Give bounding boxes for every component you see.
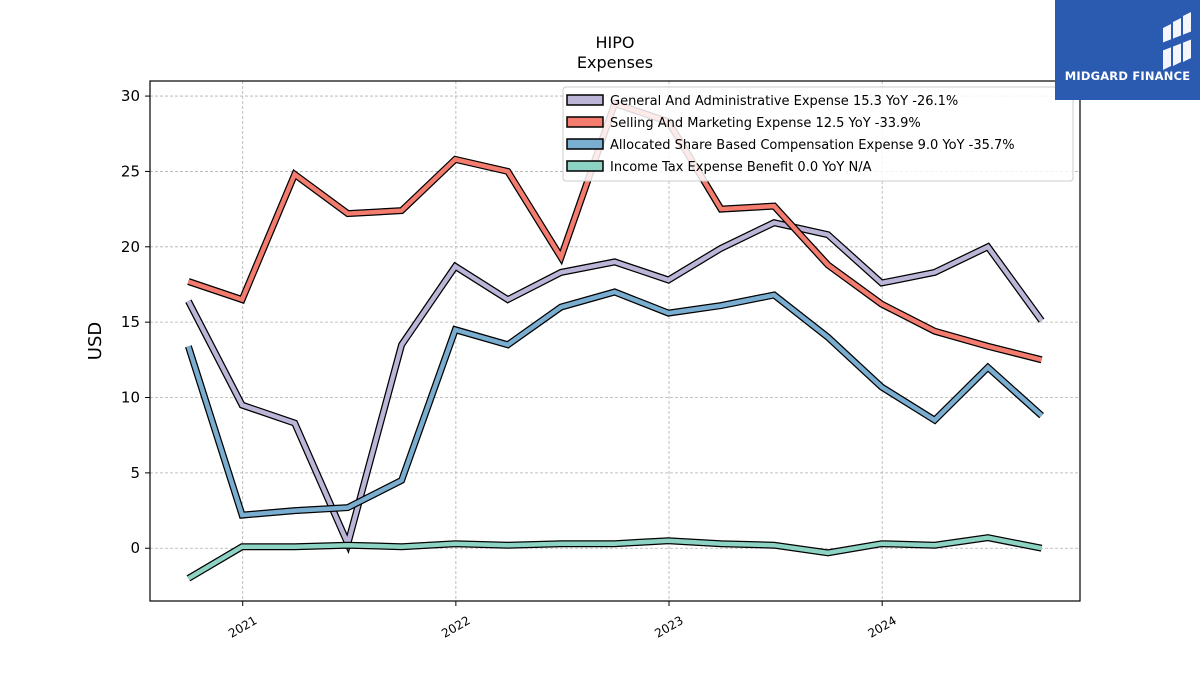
- plot-frame: [149, 80, 1081, 602]
- legend: General And Administrative Expense 15.3 …: [562, 86, 1074, 182]
- chart-title: HIPO: [596, 33, 635, 52]
- brand-logo-icon: [1159, 12, 1195, 70]
- x-tick-label: 2023: [652, 613, 685, 640]
- legend-swatch: [566, 138, 604, 150]
- series-lines: [185, 99, 1045, 582]
- y-tick-label: 15: [121, 313, 140, 331]
- x-tick-label: 2022: [439, 613, 472, 640]
- y-tick-label: 10: [121, 389, 140, 407]
- legend-entry: Allocated Share Based Compensation Expen…: [610, 138, 1015, 153]
- series-stroke: [186, 289, 1044, 518]
- x-axis: 2021 2022 2023 2024: [226, 601, 899, 641]
- x-tick-label: 2021: [226, 613, 259, 640]
- y-tick-label: 20: [121, 238, 140, 256]
- series-outline: [185, 219, 1045, 555]
- legend-box: [562, 86, 1074, 182]
- legend-swatch: [566, 94, 604, 106]
- y-tick-label: 0: [130, 539, 140, 557]
- y-tick-label: 25: [121, 162, 140, 180]
- series-stroke: [186, 220, 1044, 551]
- x-tick-label: 2024: [865, 613, 898, 640]
- y-tick-label: 5: [130, 464, 140, 482]
- legend-swatch: [566, 160, 604, 172]
- brand-name: MIDGARD FINANCE: [1064, 69, 1191, 83]
- series-line-general-and-administrative-expense: [185, 219, 1045, 555]
- y-axis: 0 5 10 15 20 25 30: [121, 87, 150, 557]
- y-tick-label: 30: [121, 87, 140, 105]
- legend-entry: Income Tax Expense Benefit 0.0 YoY N/A: [610, 160, 872, 175]
- series-outline: [185, 288, 1044, 519]
- y-axis-label: USD: [85, 322, 106, 360]
- series-stroke: [187, 535, 1043, 581]
- legend-entry: General And Administrative Expense 15.3 …: [610, 94, 958, 109]
- series-line-income-tax-expense-benefit: [186, 534, 1043, 582]
- legend-swatch: [566, 116, 604, 128]
- brand-logo: MIDGARD FINANCE: [1055, 0, 1200, 100]
- series-line-allocated-share-based-compensation-expense: [185, 288, 1044, 519]
- legend-entry: Selling And Marketing Expense 12.5 YoY -…: [610, 116, 921, 131]
- chart-subtitle: Expenses: [577, 53, 653, 72]
